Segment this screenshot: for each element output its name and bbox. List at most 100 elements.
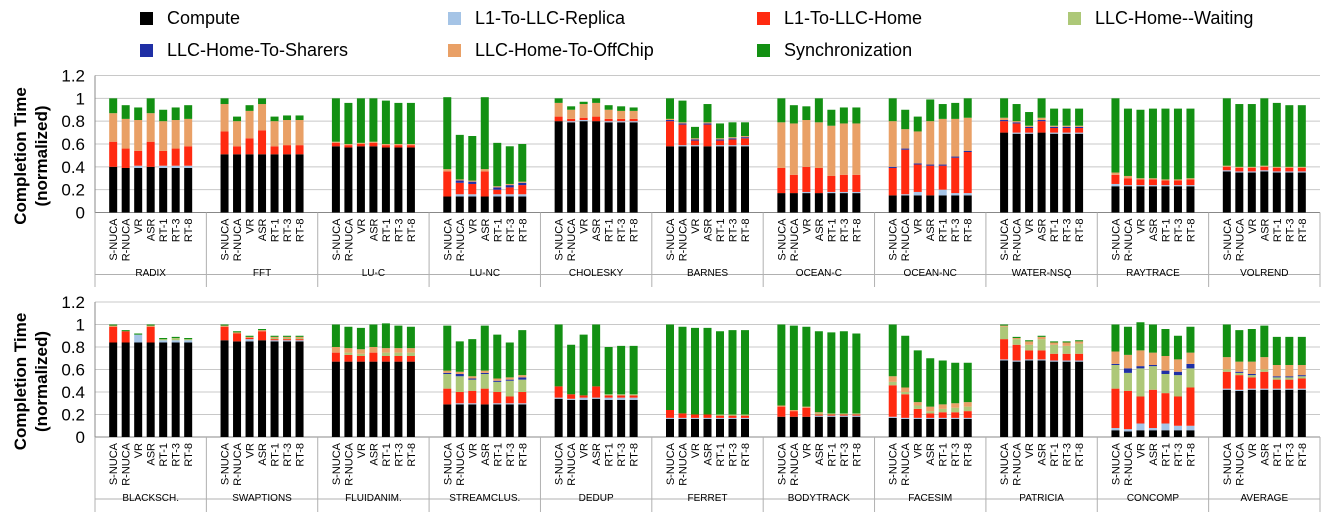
- bar-segment-compute: [888, 195, 897, 213]
- bar-segment-replica: [518, 194, 527, 197]
- bar-segment-compute: [295, 154, 304, 213]
- bar-segment-waiting: [901, 392, 910, 395]
- bar-segment-offchip: [1037, 336, 1046, 340]
- y-tick-label: 0.4: [61, 158, 85, 177]
- bar-segment-sharers: [1235, 371, 1244, 373]
- category-tick-label: R-NUCA: [1123, 218, 1135, 261]
- bar-segment-replica: [716, 145, 724, 147]
- legend-label-sharers: LLC-Home-To-Sharers: [167, 39, 349, 60]
- bar-segment-sync: [146, 324, 155, 326]
- bar-segment-sharers: [691, 139, 699, 141]
- legend-item-sync: Synchronization: [757, 38, 912, 62]
- bar-segment-replica: [1075, 132, 1084, 134]
- bar-segment-replica: [1297, 388, 1306, 390]
- bar-segment-replica: [171, 340, 180, 343]
- bar-segment-replica: [579, 120, 588, 122]
- bar-segment-replica: [1222, 170, 1231, 172]
- bar-segment-compute: [839, 416, 848, 437]
- bar-segment-sync: [554, 324, 563, 387]
- bar-segment-home: [245, 138, 254, 155]
- bar-segment-compute: [1000, 360, 1009, 437]
- bar-segment-replica: [604, 121, 613, 123]
- bar-segment-sharers: [1148, 365, 1157, 367]
- bar-segment-sharers: [518, 377, 527, 380]
- bar-segment-sync: [691, 126, 699, 139]
- bar-segment-offchip: [1161, 179, 1170, 181]
- bar-segment-replica: [728, 417, 737, 419]
- bar-segment-sync: [567, 344, 576, 395]
- bar-segment-offchip: [728, 137, 737, 139]
- bar-segment-sharers: [505, 379, 514, 381]
- bar-segment-sync: [814, 98, 823, 123]
- bar-segment-compute: [331, 361, 340, 437]
- bar-segment-sharers: [1012, 122, 1021, 124]
- category-tick-label: S-NUCA: [1110, 442, 1122, 485]
- bar-segment-waiting: [1075, 343, 1084, 354]
- bar-segment-sync: [233, 331, 242, 333]
- bar-segment-home: [678, 413, 687, 418]
- category-tick-label: R-NUCA: [232, 218, 244, 261]
- bar-segment-home: [121, 148, 130, 168]
- category-tick-label: VR: [133, 443, 145, 458]
- group-label: BLACKSCH.: [122, 493, 179, 504]
- bar-segment-replica: [678, 145, 687, 147]
- bar-segment-offchip: [1136, 350, 1145, 367]
- bar-segment-compute: [1173, 430, 1182, 437]
- category-tick-label: RT-3: [171, 219, 183, 243]
- bar-segment-home: [963, 411, 972, 418]
- bar-segment-home: [579, 117, 588, 121]
- bar-segment-home: [1111, 174, 1120, 184]
- bar-segment-replica: [1285, 388, 1294, 390]
- bar-segment-offchip: [258, 330, 267, 332]
- bar-segment-compute: [1037, 132, 1046, 213]
- bar-segment-offchip: [1050, 125, 1059, 127]
- bar-segment-home: [245, 338, 254, 340]
- bar-segment-replica: [1111, 428, 1120, 431]
- bar-segment-home: [1050, 128, 1059, 133]
- category-tick-label: S-NUCA: [220, 442, 232, 485]
- category-tick-label: ASR: [368, 443, 380, 466]
- bar-segment-waiting: [270, 338, 279, 340]
- category-tick-label: ASR: [368, 218, 380, 241]
- bar-segment-sync: [468, 136, 477, 181]
- bar-segment-replica: [270, 340, 279, 342]
- category-tick-label: RT-3: [950, 443, 962, 467]
- bar-segment-compute: [134, 167, 143, 213]
- category-tick-label: ASR: [1037, 218, 1049, 241]
- bar-segment-offchip: [518, 375, 527, 378]
- bar-segment-sync: [1136, 322, 1145, 351]
- bar-segment-home: [109, 326, 118, 343]
- category-tick-label: RT-1: [1049, 219, 1061, 243]
- legend-label-home: L1-To-LLC-Home: [784, 7, 923, 28]
- category-tick-label: VR: [690, 218, 702, 233]
- legend-label-compute: Compute: [167, 7, 241, 28]
- category-tick-label: VR: [913, 443, 925, 458]
- bar-segment-home: [356, 356, 365, 362]
- category-tick-label: RT-3: [505, 443, 517, 467]
- bar-segment-offchip: [691, 138, 699, 140]
- bar-segment-replica: [159, 340, 168, 343]
- group-label: OCEAN-NC: [904, 268, 957, 279]
- bar-segment-home: [455, 182, 464, 195]
- bar-segment-sync: [926, 358, 935, 407]
- bar-segment-sync: [1062, 341, 1071, 343]
- bar-segment-offchip: [888, 376, 897, 382]
- bar-segment-replica: [913, 191, 922, 196]
- bar-segment-sync: [184, 338, 193, 340]
- bar-segment-home: [1285, 379, 1294, 389]
- category-tick-label: S-NUCA: [776, 218, 788, 261]
- bar-segment-replica: [1012, 360, 1021, 362]
- bar-segment-sync: [518, 144, 527, 182]
- bar-segment-compute: [926, 195, 935, 213]
- bar-segment-compute: [691, 146, 699, 213]
- bar-segment-sync: [1272, 102, 1281, 167]
- bar-segment-offchip: [1247, 361, 1256, 374]
- bar-segment-home: [1123, 390, 1132, 430]
- bar-segment-replica: [1111, 183, 1120, 187]
- bar-segment-compute: [171, 342, 180, 437]
- bar-segment-compute: [678, 146, 687, 213]
- bar-segment-sync: [1222, 98, 1231, 166]
- category-tick-label: S-NUCA: [776, 442, 788, 485]
- bar-segment-compute: [827, 416, 836, 437]
- bar-segment-compute: [283, 154, 292, 213]
